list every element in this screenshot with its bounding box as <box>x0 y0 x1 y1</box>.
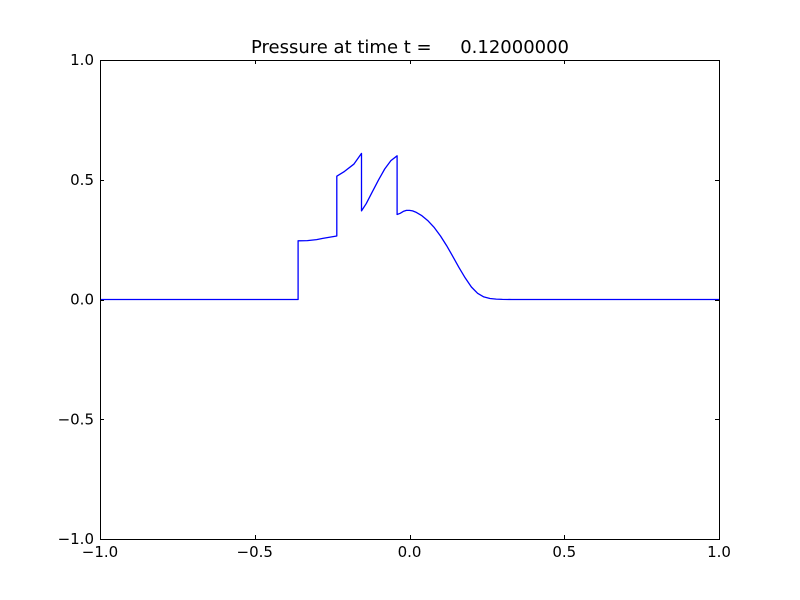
plot-area <box>100 152 719 301</box>
series-line-0 <box>100 152 719 301</box>
x-tick-label: 0.0 <box>398 543 422 561</box>
x-tick-label: −0.5 <box>237 543 273 561</box>
chart-title: Pressure at time t = 0.12000000 <box>251 37 569 58</box>
x-tick-label: 1.0 <box>707 543 731 561</box>
x-tick-label: −1.0 <box>82 543 118 561</box>
y-tick-label: −0.5 <box>58 410 94 428</box>
y-tick-label: −1.0 <box>58 530 94 548</box>
y-tick-label: 0.5 <box>70 171 94 189</box>
tick-marks <box>100 60 720 540</box>
y-tick-label: 0.0 <box>70 291 94 309</box>
y-tick-label: 1.0 <box>70 51 94 69</box>
tick-labels: −1.0 −0.5 0.0 0.5 1.0 −1.0 −0.5 0.0 0.5 1.0 <box>58 51 731 561</box>
x-tick-label: 0.5 <box>552 543 576 561</box>
